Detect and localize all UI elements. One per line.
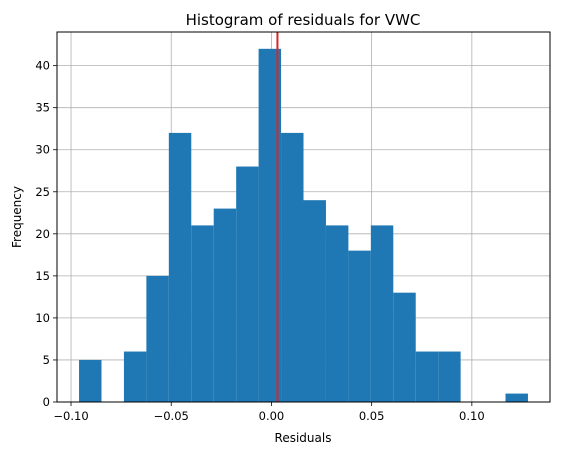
chart-title: Histogram of residuals for VWC: [186, 11, 421, 29]
x-tick-label: 0.05: [359, 409, 385, 423]
histogram-bar: [213, 208, 237, 402]
histogram-bar: [325, 225, 349, 402]
plot-frame: [56, 31, 551, 403]
y-tick-label: 35: [35, 101, 50, 115]
y-tick-label: 10: [35, 311, 50, 325]
histogram-bar: [123, 351, 147, 402]
histogram-bar: [258, 48, 282, 403]
histogram-bar: [191, 225, 214, 402]
histogram-bars: [79, 48, 528, 403]
histogram-bar: [415, 351, 439, 402]
histogram-bar: [370, 225, 394, 402]
histogram-bar: [393, 292, 416, 402]
histogram-bar: [438, 351, 461, 402]
y-axis-ticks: 0 5 10 15 20 25 30 35 40: [35, 59, 57, 409]
y-tick-label: 25: [35, 185, 50, 199]
x-axis-label: Residuals: [275, 431, 332, 445]
histogram-bar: [505, 393, 528, 402]
histogram-bar: [348, 250, 371, 402]
y-tick-label: 30: [35, 143, 50, 157]
histogram-bar: [281, 132, 304, 402]
x-axis-ticks: −0.10 −0.05 0.00 0.05 0.10: [53, 402, 485, 423]
y-tick-label: 5: [43, 353, 50, 367]
histogram-bar: [79, 359, 102, 402]
y-tick-label: 40: [35, 59, 50, 73]
x-tick-label: 0.10: [459, 409, 485, 423]
histogram-bar: [146, 275, 169, 402]
histogram-bar: [236, 166, 259, 402]
y-tick-label: 15: [35, 269, 50, 283]
histogram-bar: [303, 200, 326, 402]
y-tick-label: 0: [43, 395, 50, 409]
histogram-bar: [168, 132, 192, 402]
y-tick-label: 20: [35, 227, 50, 241]
x-tick-label: −0.10: [53, 409, 88, 423]
y-axis-label: Frequency: [10, 186, 24, 248]
x-tick-label: 0.00: [259, 409, 285, 423]
x-tick-label: −0.05: [154, 409, 189, 423]
